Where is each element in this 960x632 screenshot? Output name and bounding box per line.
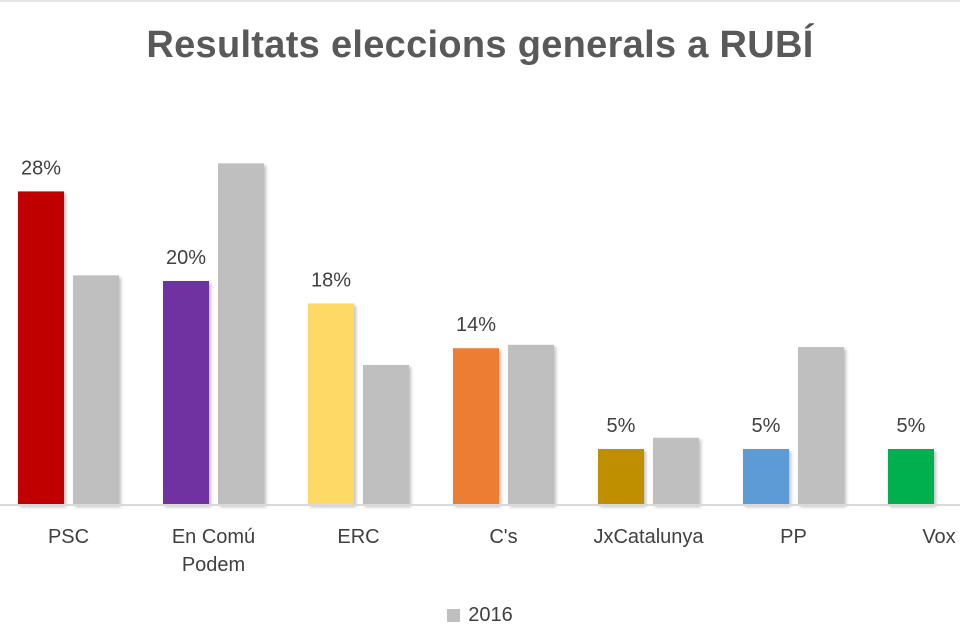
value-label-c-s: 14% — [456, 314, 496, 336]
value-label-pp: 5% — [752, 415, 781, 437]
legend-swatch-2016 — [447, 609, 461, 622]
category-label-en-com-podem: En Comú Podem — [172, 526, 255, 576]
bar-erc — [308, 303, 354, 505]
bar-psc — [18, 191, 64, 505]
bar-2016-psc — [73, 275, 119, 505]
category-label-c-s: C's — [489, 526, 517, 548]
top-divider — [0, 0, 960, 2]
bar-jxcatalunya — [598, 449, 644, 505]
bar-2016-jxcatalunya — [653, 437, 699, 505]
bar-2016-erc — [363, 365, 409, 505]
bar-vox — [888, 449, 934, 505]
bar-en-com-podem — [163, 281, 209, 505]
legend: 2016 — [0, 604, 960, 627]
category-label-psc: PSC — [48, 526, 89, 548]
labels-layer: 28% PSC 20% En Comú Podem 18% ERC 14% C's 5% JxCat… — [21, 157, 956, 576]
bars-layer — [18, 163, 934, 505]
value-label-vox: 5% — [897, 415, 926, 437]
value-label-erc: 18% — [311, 269, 351, 291]
category-label-vox: Vox — [922, 526, 955, 548]
bar-2016-pp — [798, 347, 844, 505]
legend-label-2016: 2016 — [468, 604, 513, 626]
bar-2016-en-com-podem — [218, 163, 264, 505]
bar-pp — [743, 449, 789, 505]
value-label-psc: 28% — [21, 157, 61, 179]
bar-2016-c-s — [508, 344, 554, 505]
value-label-en-com-podem: 20% — [166, 247, 206, 269]
category-label-erc: ERC — [337, 526, 379, 548]
category-label-jxcatalunya: JxCatalunya — [593, 526, 704, 548]
category-label-pp: PP — [780, 526, 807, 548]
bar-c-s — [453, 348, 499, 505]
value-label-jxcatalunya: 5% — [607, 415, 636, 437]
chart-title: Resultats eleccions generals a RUBÍ — [146, 24, 814, 66]
